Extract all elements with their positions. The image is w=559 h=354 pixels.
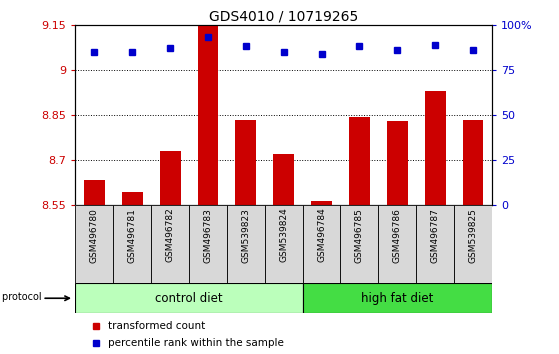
Bar	[454, 205, 492, 283]
Bar	[122, 192, 143, 205]
Bar	[151, 205, 189, 283]
Text: GSM496786: GSM496786	[393, 208, 402, 263]
Bar	[235, 120, 256, 205]
Text: transformed count: transformed count	[108, 321, 206, 331]
Bar	[197, 26, 219, 205]
Bar	[273, 154, 294, 205]
Bar	[113, 205, 151, 283]
Bar	[302, 283, 492, 313]
Bar	[160, 151, 181, 205]
Text: GSM496782: GSM496782	[165, 208, 174, 262]
Bar	[378, 205, 416, 283]
Bar	[416, 205, 454, 283]
Bar	[340, 205, 378, 283]
Text: GSM496780: GSM496780	[90, 208, 99, 263]
Bar	[311, 201, 332, 205]
Text: GSM496783: GSM496783	[203, 208, 212, 263]
Bar	[265, 205, 302, 283]
Text: GSM496785: GSM496785	[355, 208, 364, 263]
Text: growth protocol: growth protocol	[0, 292, 41, 302]
Bar	[463, 120, 484, 205]
Text: percentile rank within the sample: percentile rank within the sample	[108, 338, 284, 348]
Bar	[387, 121, 408, 205]
Text: GSM496781: GSM496781	[128, 208, 137, 263]
Text: GSM539825: GSM539825	[468, 208, 477, 263]
Title: GDS4010 / 10719265: GDS4010 / 10719265	[209, 10, 358, 24]
Bar	[425, 91, 446, 205]
Text: high fat diet: high fat diet	[361, 292, 433, 305]
Bar	[302, 205, 340, 283]
Text: GSM539823: GSM539823	[241, 208, 250, 263]
Text: control diet: control diet	[155, 292, 223, 305]
Bar	[84, 180, 105, 205]
Bar	[75, 205, 113, 283]
Text: GSM496784: GSM496784	[317, 208, 326, 262]
Text: GSM539824: GSM539824	[279, 208, 288, 262]
Text: GSM496787: GSM496787	[430, 208, 439, 263]
Bar	[227, 205, 265, 283]
Bar	[189, 205, 227, 283]
Bar	[349, 116, 370, 205]
Bar	[75, 283, 302, 313]
